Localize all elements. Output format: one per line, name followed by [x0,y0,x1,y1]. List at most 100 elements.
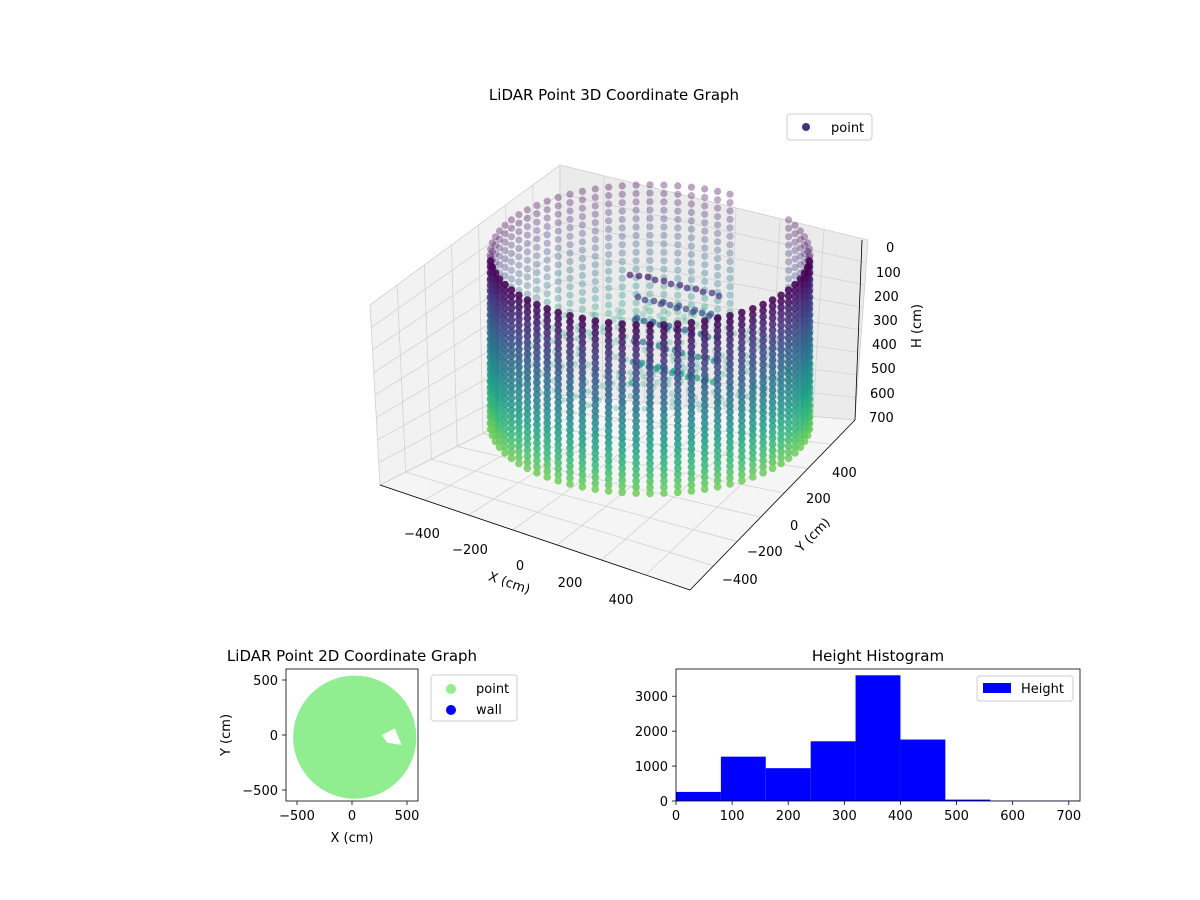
point-marker [533,294,541,302]
point-marker [646,411,654,420]
point-marker [591,317,600,325]
point-marker [543,395,551,403]
point-marker [726,360,734,368]
point-marker [784,298,793,306]
point-marker [646,453,654,462]
point-marker [749,341,757,349]
point-marker [646,375,654,384]
point-marker [777,333,785,342]
point-marker [604,415,613,423]
point-marker [759,360,767,369]
point-marker [700,335,709,343]
point-marker [791,247,799,255]
point-marker [618,249,626,257]
point-marker [674,274,682,282]
point-marker [791,413,799,421]
point-marker [759,342,767,351]
point-marker [660,327,668,335]
point-marker [791,389,799,397]
point-marker [660,357,668,365]
point-marker [784,328,793,336]
point-marker [554,392,562,401]
point-marker [543,231,551,239]
point-marker [796,407,805,416]
point-marker [683,284,691,292]
point-marker [566,257,574,266]
point-cloud [486,181,814,498]
point-marker [632,411,640,419]
point-marker [687,355,696,363]
point-marker [618,374,626,383]
point-marker [578,326,587,335]
point-marker [533,390,541,399]
point-marker [694,364,702,372]
point-marker [523,308,532,316]
point-marker [738,314,746,323]
point-marker [533,269,541,277]
point-marker [523,368,532,377]
point-marker [501,238,509,246]
point-marker [796,377,805,385]
point-marker [554,308,562,317]
point-marker [591,244,599,252]
point-marker [618,458,626,467]
point-marker [515,211,523,219]
point-marker [675,302,683,310]
point-marker [533,235,541,243]
point-marker [486,413,495,422]
point-marker [700,437,709,445]
point-marker [578,204,587,212]
point-marker [578,398,587,407]
point-marker [554,252,562,260]
point-marker [566,480,574,488]
point-marker [674,440,682,449]
point-marker [632,357,640,365]
point-marker [501,419,509,427]
point-marker [759,348,767,357]
point-marker [791,431,799,439]
point-marker [687,463,696,471]
point-marker [523,350,532,359]
point-marker [632,321,640,329]
point-marker [515,405,523,414]
point-marker [618,452,626,461]
point-marker [543,264,551,273]
point-marker [618,300,626,308]
point-marker [777,321,785,330]
point-marker [523,434,532,443]
y-tick-label: −400 [722,573,758,588]
point-marker [605,276,613,284]
point-marker [554,458,562,467]
point-marker [726,283,734,291]
point-marker [738,398,746,407]
point-marker [605,284,613,292]
point-marker [618,190,626,198]
point-marker [749,311,757,319]
point-marker [604,349,613,357]
histogram-title: Height Histogram [812,647,944,665]
point-marker [641,296,649,304]
point-marker [618,482,626,491]
legend-marker-point [446,684,456,694]
point-marker [507,418,516,427]
point-marker [501,322,509,331]
point-marker [707,310,715,318]
point-marker [578,280,587,288]
point-marker [660,206,668,214]
legend-label-point: point [831,121,864,136]
point-marker [543,197,551,205]
point-marker [791,255,799,263]
point-marker [507,406,516,415]
point-marker [646,459,654,468]
point-marker [486,365,495,374]
point-marker [687,292,696,301]
point-marker [700,455,709,463]
point-marker [796,335,805,343]
point-marker [784,448,793,457]
point-marker [543,239,551,247]
point-marker [515,459,523,468]
point-marker [486,419,495,428]
point-marker [591,286,599,294]
point-marker [578,320,587,329]
point-marker [486,359,495,368]
